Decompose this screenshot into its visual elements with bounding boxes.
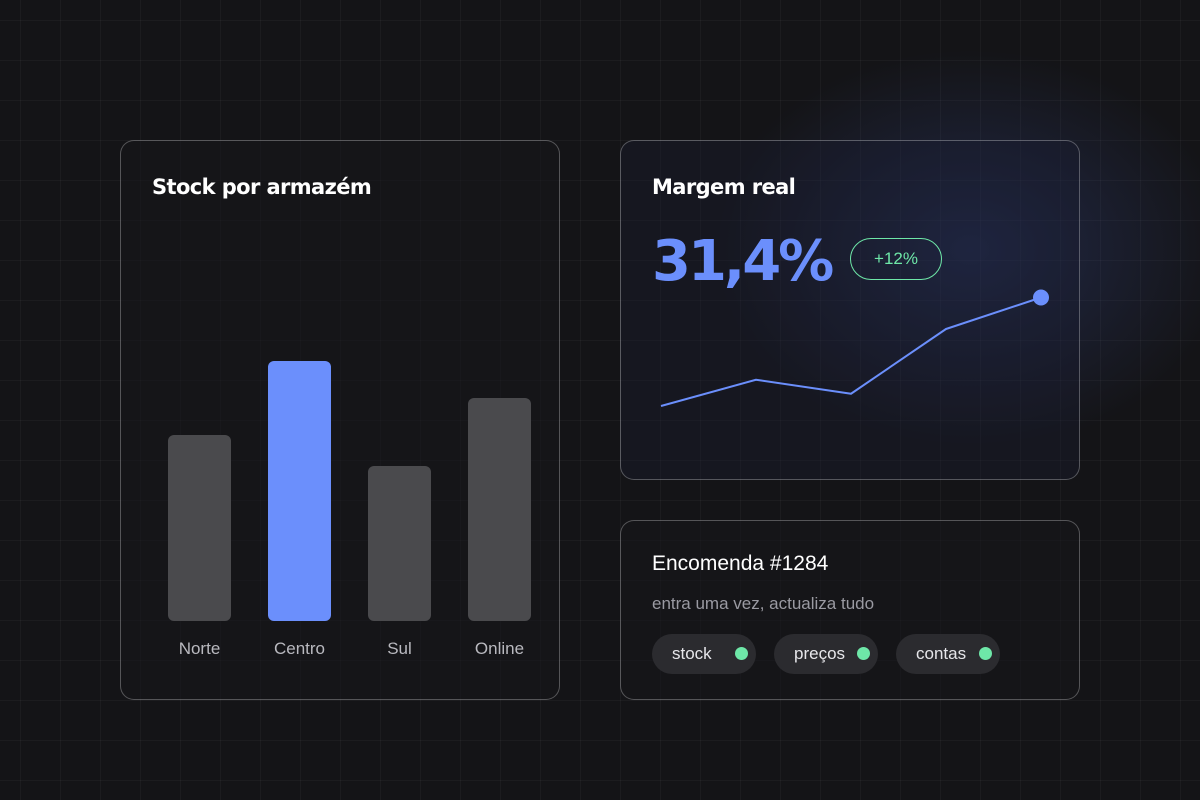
- tag-label: contas: [916, 644, 967, 663]
- order-subtitle: entra uma vez, actualiza tudo: [652, 594, 875, 613]
- bar-label-norte: Norte: [178, 639, 221, 658]
- tag-stock[interactable]: stock: [652, 634, 756, 674]
- tag-precos[interactable]: preços: [774, 634, 878, 674]
- status-dot-icon: [735, 647, 748, 660]
- status-dot-icon: [857, 647, 870, 660]
- bar-sul: [368, 466, 431, 621]
- bar-label-centro: Centro: [273, 639, 326, 658]
- bar-label-online: Online: [474, 639, 525, 658]
- margin-sparkline: [660, 289, 1049, 407]
- tag-label: preços: [794, 644, 846, 663]
- margin-last-point: [1033, 289, 1049, 306]
- stock-by-warehouse-card: Stock por armazém Norte Centro Sul Online: [120, 140, 560, 700]
- margin-trend-line: [660, 296, 1042, 407]
- bar-norte: [168, 435, 231, 621]
- stock-card-title: Stock por armazém: [152, 175, 372, 199]
- bar-online: [468, 397, 531, 621]
- order-card: Encomenda #1284 entra uma vez, actualiza…: [620, 520, 1080, 700]
- margin-card-title: Margem real: [652, 175, 796, 199]
- real-margin-card: Margem real 31,4% +12%: [620, 140, 1080, 480]
- bar-label-sul: Sul: [387, 639, 412, 658]
- tag-contas[interactable]: contas: [896, 634, 1000, 674]
- order-title: Encomenda #1284: [652, 552, 829, 575]
- bar-centro: [268, 360, 331, 621]
- margin-value: 31,4%: [652, 229, 834, 294]
- tag-label: stock: [672, 644, 712, 663]
- status-dot-icon: [979, 647, 992, 660]
- margin-change-badge: +12%: [850, 238, 942, 280]
